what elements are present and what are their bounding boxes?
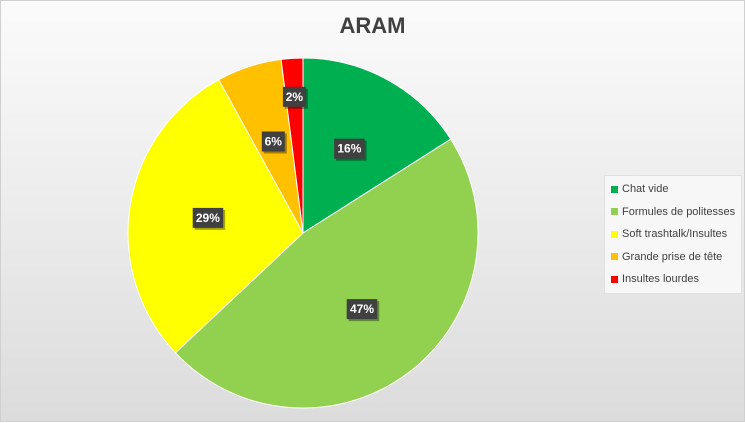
pie-slice-1	[302, 57, 452, 234]
data-label-text: 2%	[286, 90, 304, 104]
data-label-1: 16%	[334, 138, 367, 161]
legend-swatch	[611, 208, 618, 216]
legend-item-3: Soft trashtalk/Insultes	[605, 223, 741, 246]
chart-title: ARAM	[339, 13, 406, 38]
legend-label: Grande prise de tête	[622, 250, 723, 263]
legend-swatch	[611, 253, 618, 261]
legend-label: Formules de politesses	[622, 205, 736, 218]
legend-item-4: Grande prise de tête	[605, 246, 741, 269]
data-label-box	[192, 207, 224, 228]
data-label-text: 47%	[350, 302, 374, 316]
legend-item-1: Chat vide	[605, 178, 741, 201]
data-label-box	[346, 299, 378, 320]
legend-label: Chat vide	[622, 183, 669, 196]
data-label-box	[334, 138, 365, 159]
data-label-5: 2%	[282, 86, 308, 109]
data-label-box	[282, 86, 306, 107]
legend-label: Insultes lourdes	[622, 273, 700, 286]
legend-swatch	[611, 185, 618, 193]
data-label-text: 6%	[265, 135, 283, 149]
data-label-text: 29%	[196, 211, 220, 225]
legend-item-2: Formules de politesses	[605, 201, 741, 224]
pie-data-labels: 16% 47% 29% 6% 2%	[192, 86, 380, 322]
data-label-3: 29%	[192, 207, 226, 230]
legend-item-5: Insultes lourdes	[605, 268, 741, 291]
data-label-text: 16%	[337, 142, 361, 156]
pie-slices	[127, 57, 479, 409]
data-label-box	[261, 131, 285, 152]
data-label-4: 6%	[261, 131, 287, 154]
legend-swatch	[611, 275, 618, 283]
legend: Chat vide Formules de politesses Soft tras…	[604, 175, 742, 294]
pie-slice-2	[174, 138, 479, 409]
legend-label: Soft trashtalk/Insultes	[622, 228, 728, 241]
data-label-2: 47%	[346, 299, 380, 322]
legend-swatch	[611, 230, 618, 238]
